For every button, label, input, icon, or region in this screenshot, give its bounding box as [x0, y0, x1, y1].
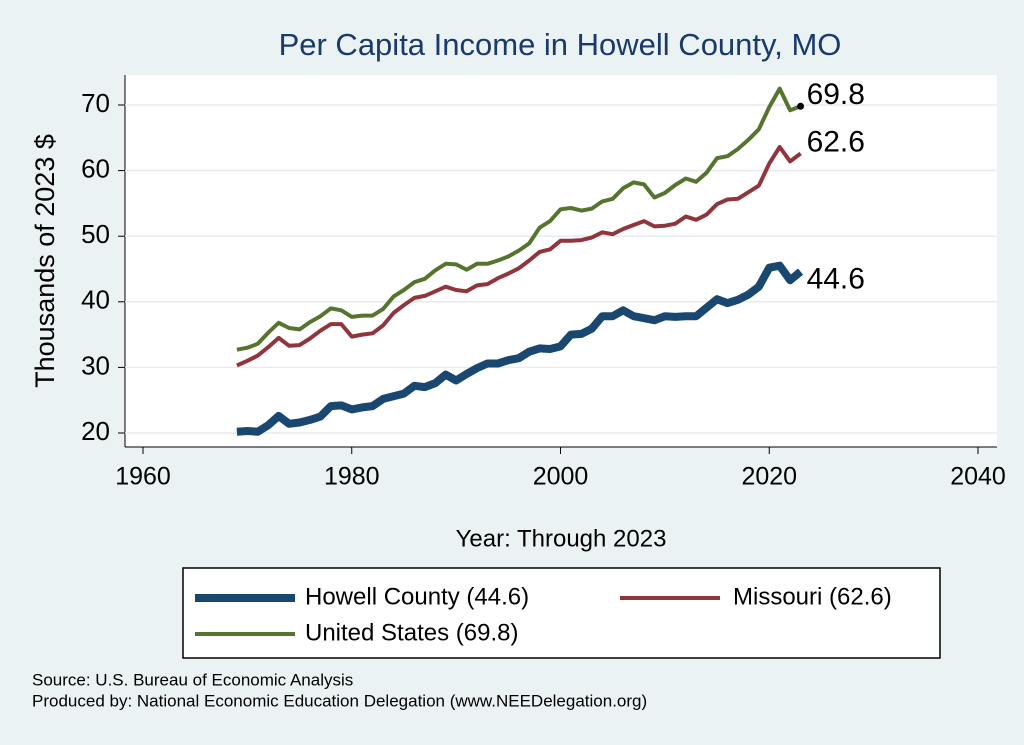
y-axis-title: Thousands of 2023 $: [30, 134, 60, 388]
y-tick-label: 40: [81, 285, 110, 315]
plot-area: [125, 75, 997, 447]
y-tick-label: 60: [81, 153, 110, 183]
x-tick-label: 1960: [115, 463, 171, 491]
source-note: Source: U.S. Bureau of Economic Analysis: [32, 670, 353, 689]
end-label: 62.6: [807, 125, 865, 158]
legend-box: [182, 567, 941, 659]
y-tick-label: 30: [81, 350, 110, 380]
legend-label: Howell County (44.6): [305, 583, 529, 610]
end-point: [797, 102, 805, 110]
series-line: [236, 261, 804, 436]
x-tick-label: 1980: [324, 463, 380, 491]
y-tick-label: 70: [81, 88, 110, 118]
chart-title: Per Capita Income in Howell County, MO: [279, 27, 842, 62]
x-tick-label: 2000: [533, 463, 589, 491]
end-label: 44.6: [807, 263, 865, 296]
series-line: [236, 86, 802, 352]
legend-label: Missouri (62.6): [733, 583, 892, 610]
x-tick-label: 2020: [741, 463, 797, 491]
x-axis-title: Year: Through 2023: [456, 525, 667, 552]
y-tick-label: 50: [81, 219, 110, 249]
end-label: 69.8: [807, 78, 865, 111]
producer-note: Produced by: National Economic Education…: [32, 691, 647, 710]
x-tick-label: 2040: [950, 463, 1006, 491]
y-tick-label: 20: [81, 416, 110, 446]
series-line: [236, 145, 802, 368]
legend-label: United States (69.8): [305, 619, 518, 646]
